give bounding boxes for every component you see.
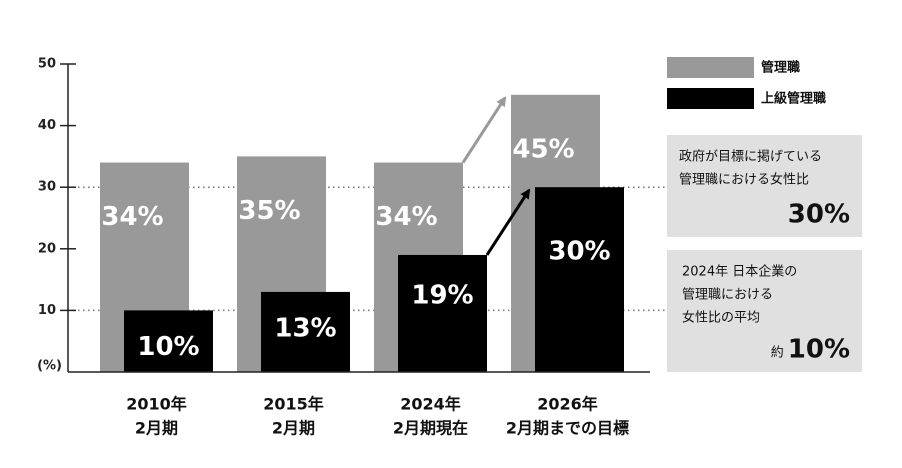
annotation-box — [667, 135, 862, 237]
annotation-value: 10% — [788, 335, 850, 365]
annotation-text: 管理職における女性比 — [679, 172, 809, 188]
value-label: 13% — [274, 313, 336, 343]
x-tick-label: 2月期までの目標 — [506, 419, 629, 438]
y-tick-label: 20 — [38, 241, 56, 256]
y-unit: (%) — [37, 359, 62, 374]
annotation-value: 30% — [788, 200, 850, 230]
x-tick-label: 2月期現在 — [393, 419, 468, 438]
y-tick-label: 30 — [38, 180, 56, 195]
annotation-text: 女性比の平均 — [682, 310, 760, 326]
x-tick-label: 2026年 — [537, 395, 598, 414]
value-label: 30% — [548, 236, 610, 266]
x-tick-label: 2015年 — [263, 395, 324, 414]
legend-swatch — [667, 88, 754, 109]
y-tick-label: 10 — [38, 303, 56, 318]
bar — [398, 254, 487, 372]
value-label: 34% — [101, 202, 163, 232]
trend-arrow — [485, 188, 531, 256]
legend-swatch — [667, 57, 754, 78]
legend-label: 管理職 — [761, 60, 800, 76]
annotation-box — [667, 250, 862, 372]
value-label: 45% — [512, 134, 574, 164]
x-tick-label: 2月期 — [272, 419, 315, 438]
bar — [535, 187, 624, 372]
y-tick-label: 50 — [38, 57, 56, 72]
legend-label: 上級管理職 — [761, 91, 826, 107]
value-label: 10% — [137, 332, 199, 362]
bar — [124, 310, 213, 372]
annotation-prefix: 約 — [771, 346, 784, 361]
y-tick-label: 40 — [38, 118, 56, 133]
value-label: 19% — [411, 280, 473, 310]
annotation-text: 政府が目標に掲げている — [679, 149, 822, 165]
value-label: 35% — [238, 196, 300, 226]
x-tick-label: 2月期 — [135, 419, 178, 438]
annotation-text: 2024年 日本企業の — [682, 264, 797, 280]
value-label: 34% — [375, 202, 437, 232]
trend-arrow — [461, 96, 507, 164]
annotation-text: 管理職における — [682, 288, 773, 303]
x-tick-label: 2010年 — [126, 395, 187, 414]
bar — [261, 291, 350, 372]
x-tick-label: 2024年 — [400, 395, 461, 414]
